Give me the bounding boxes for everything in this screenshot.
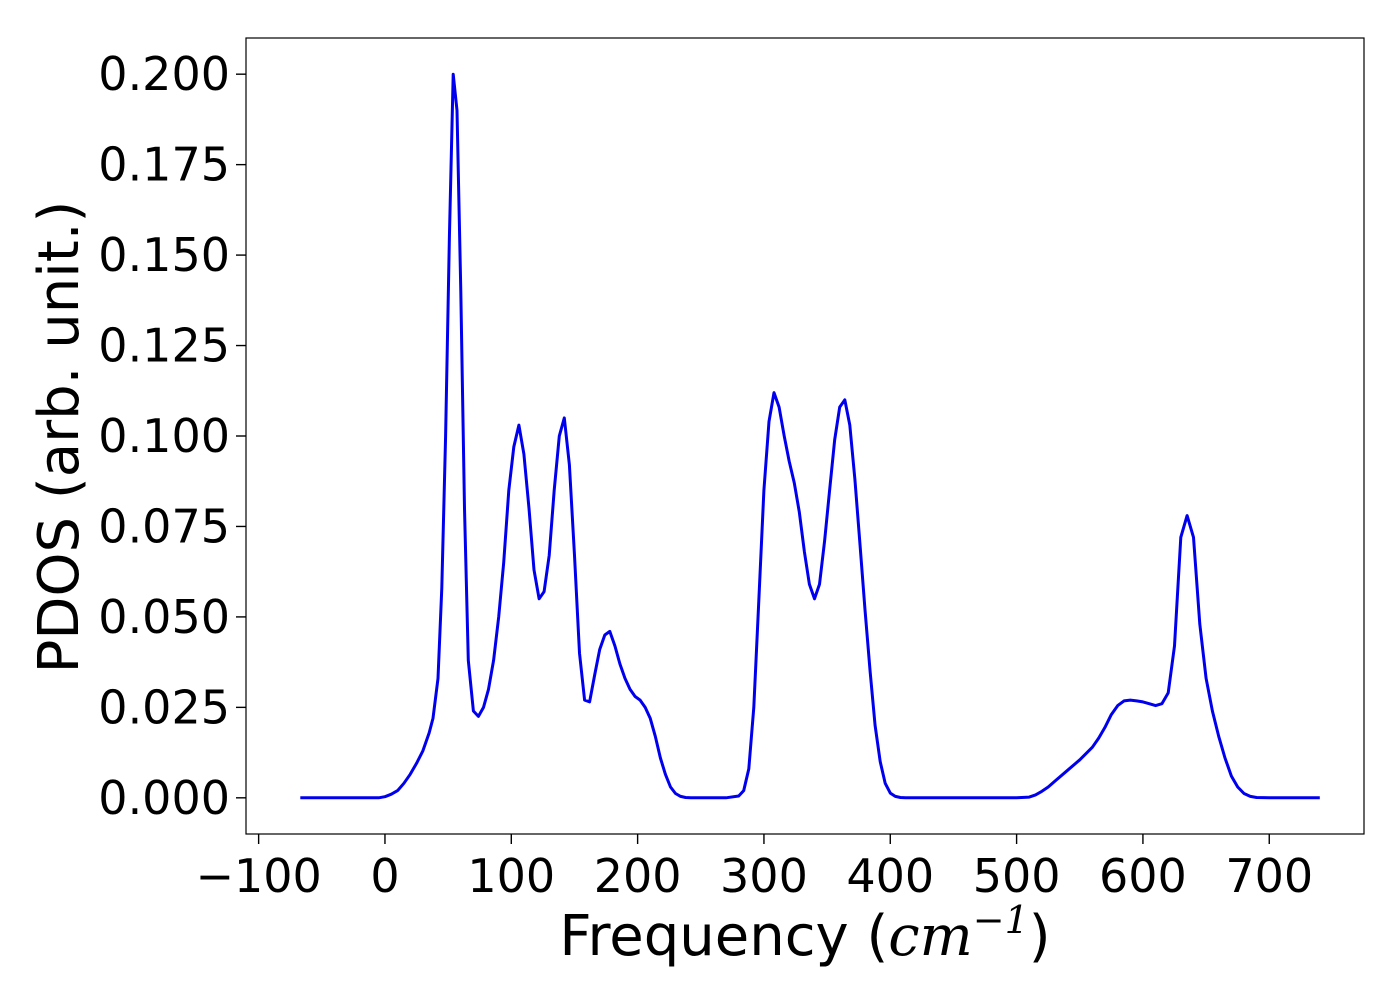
y-tick-label: 0.150 (98, 228, 230, 282)
y-tick-label: 0.000 (98, 771, 230, 825)
plot-frame (245, 37, 1365, 835)
x-tick-label: 0 (370, 849, 399, 903)
x-tick-label: 200 (594, 849, 682, 903)
series-line-pdos (300, 72, 1320, 800)
x-axis-label: Frequency (cm−1) (559, 898, 1050, 969)
y-axis-ticks: 0.000 0.025 0.050 0.075 0.100 0.125 0.150 0.175… (98, 47, 246, 825)
x-tick-label: 600 (1099, 849, 1187, 903)
x-tick-label: 700 (1225, 849, 1313, 903)
y-tick-label: 0.050 (98, 590, 230, 644)
x-axis-unit-exponent: −1 (973, 898, 1029, 942)
x-tick-label: 300 (720, 849, 808, 903)
y-tick-label: 0.075 (98, 499, 230, 553)
y-tick-label: 0.200 (98, 47, 230, 101)
x-tick-label: 100 (467, 849, 555, 903)
x-axis-label-text: Frequency (559, 904, 848, 969)
x-tick-label: −100 (195, 849, 321, 903)
x-tick-label: 400 (846, 849, 934, 903)
y-tick-label: 0.125 (98, 319, 230, 373)
plot-area (300, 72, 1320, 800)
y-axis-label: PDOS (arb. unit.) (27, 201, 92, 674)
y-tick-label: 0.100 (98, 409, 230, 463)
x-axis-ticks: −100 0 100 200 300 400 500 600 700 (195, 834, 1313, 903)
x-axis-unit: cm (888, 904, 972, 969)
x-tick-label: 500 (973, 849, 1061, 903)
y-tick-label: 0.175 (98, 138, 230, 192)
y-tick-label: 0.025 (98, 680, 230, 734)
